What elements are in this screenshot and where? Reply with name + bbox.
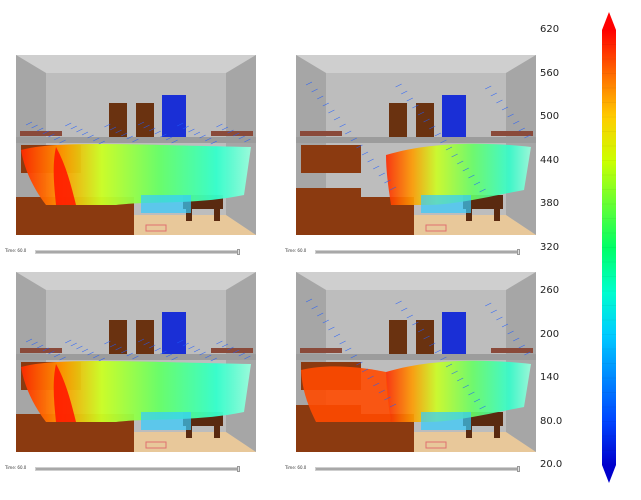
time-knob[interactable]: [237, 466, 240, 472]
room-scene: [16, 55, 256, 235]
time-label: Time: 60.0: [285, 465, 307, 470]
colorbar-tick-label: 560: [540, 67, 560, 79]
time-slider-bottom-left[interactable]: Time: 60.0: [5, 465, 245, 475]
panel-bottom-left: [16, 272, 256, 452]
panel-top-right: [296, 55, 536, 235]
colorbar-bar: [602, 30, 616, 465]
time-track[interactable]: [35, 467, 240, 471]
colorbar-max-arrow: [602, 12, 616, 30]
colorbar-tick-label: 380: [540, 198, 560, 209]
time-knob[interactable]: [517, 466, 520, 472]
colorbar-tick-label: 200: [540, 328, 560, 340]
colorbar-tick-label: 140: [540, 372, 560, 383]
time-track[interactable]: [315, 467, 520, 471]
room-scene: [296, 55, 536, 235]
time-knob[interactable]: [517, 249, 520, 255]
panel-top-left: [16, 55, 256, 235]
colorbar-tick-label: 500: [540, 111, 560, 122]
time-slider-top-left[interactable]: Time: 60.0: [5, 248, 245, 258]
time-slider-bottom-right[interactable]: Time: 60.0: [285, 465, 525, 475]
colorbar-tick-label: 320: [540, 241, 560, 253]
colorbar-graphic: [602, 12, 616, 483]
time-knob[interactable]: [237, 249, 240, 255]
time-track[interactable]: [35, 250, 240, 254]
colorbar-tick-label: 80.0: [540, 415, 563, 427]
time-label: Time: 60.0: [285, 248, 307, 253]
color-legend: 620 560 500 440 380 320 260 200 140 80.0 20.0: [540, 10, 640, 495]
colorbar-min-arrow: [602, 465, 616, 483]
time-label: Time: 60.0: [5, 248, 27, 253]
room-scene: [296, 272, 536, 452]
colorbar-tick-label: 440: [540, 154, 560, 166]
time-slider-top-right[interactable]: Time: 60.0: [285, 248, 525, 258]
room-scene: [16, 272, 256, 452]
colorbar-tick-label: 20.0: [540, 459, 563, 470]
colorbar-tick-label: 620: [540, 24, 560, 35]
colorbar-tick-label: 260: [540, 285, 560, 296]
time-track[interactable]: [315, 250, 520, 254]
time-label: Time: 60.0: [5, 465, 27, 470]
panel-bottom-right: [296, 272, 536, 452]
